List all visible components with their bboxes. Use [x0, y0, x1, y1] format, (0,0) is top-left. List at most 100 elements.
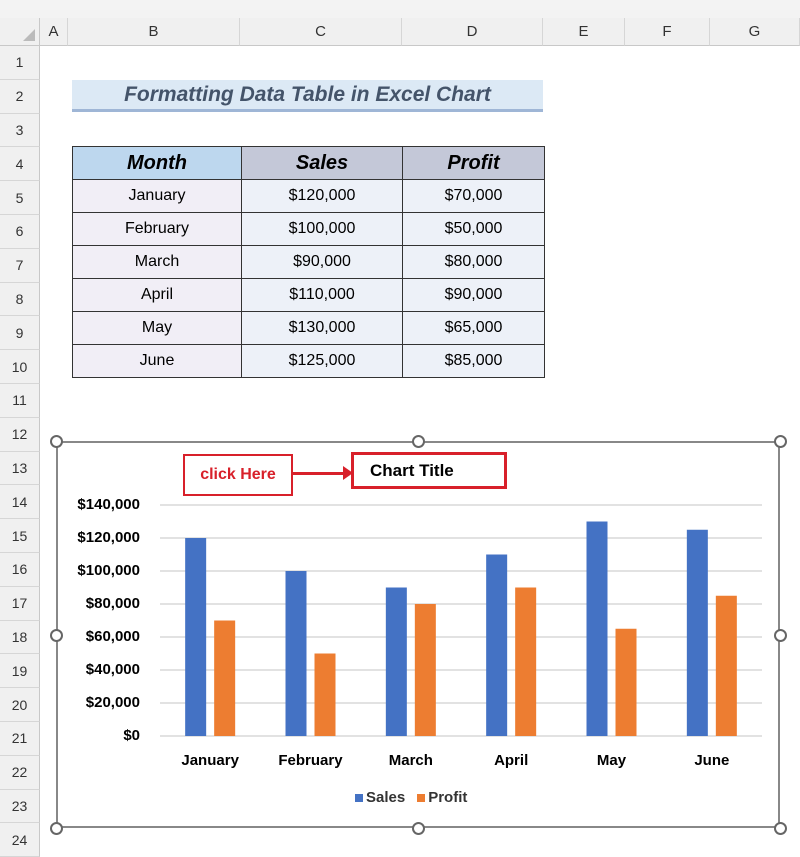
row-header-1[interactable]: 1 — [0, 46, 40, 80]
bar-profit-february[interactable] — [314, 653, 336, 737]
table-row: February $100,000 $50,000 — [72, 212, 545, 246]
click-here-callout: click Here — [183, 454, 293, 496]
x-tick-label: May — [596, 752, 627, 769]
legend-profit: Profit — [417, 789, 467, 806]
profit-cell[interactable]: $90,000 — [402, 278, 545, 312]
select-all-button[interactable] — [0, 18, 40, 46]
resize-handle[interactable] — [412, 435, 425, 448]
row-header-13[interactable]: 13 — [0, 451, 40, 486]
sales-cell[interactable]: $130,000 — [241, 311, 403, 345]
y-tick-label: $60,000 — [85, 628, 140, 645]
bar-sales-april[interactable] — [486, 554, 508, 737]
month-cell[interactable]: March — [72, 245, 242, 279]
column-header-F[interactable]: F — [625, 18, 710, 46]
x-tick-label: April — [494, 752, 529, 769]
bar-profit-june[interactable] — [715, 595, 737, 736]
header-profit[interactable]: Profit — [402, 146, 545, 180]
header-month[interactable]: Month — [72, 146, 242, 180]
bar-profit-may[interactable] — [615, 628, 637, 736]
resize-handle[interactable] — [412, 822, 425, 835]
row-header-23[interactable]: 23 — [0, 789, 40, 824]
bar-sales-february[interactable] — [285, 571, 307, 736]
row-header-22[interactable]: 22 — [0, 755, 40, 790]
resize-handle[interactable] — [50, 629, 63, 642]
y-tick-label: $80,000 — [85, 595, 140, 612]
sales-cell[interactable]: $120,000 — [241, 179, 403, 213]
y-tick-label: $100,000 — [77, 562, 140, 579]
bar-profit-april[interactable] — [515, 587, 537, 737]
table-row: April $110,000 $90,000 — [72, 278, 545, 312]
row-header-6[interactable]: 6 — [0, 215, 40, 249]
row-header-21[interactable]: 21 — [0, 722, 40, 756]
table-row: June $125,000 $85,000 — [72, 344, 545, 378]
x-tick-label: February — [278, 752, 343, 769]
resize-handle[interactable] — [774, 435, 787, 448]
sales-cell[interactable]: $110,000 — [241, 278, 403, 312]
arrow-line — [293, 472, 345, 475]
column-header-A[interactable]: A — [40, 18, 68, 46]
sales-cell[interactable]: $125,000 — [241, 344, 403, 378]
row-header-4[interactable]: 4 — [0, 147, 40, 182]
x-tick-label: March — [388, 752, 433, 769]
resize-handle[interactable] — [774, 629, 787, 642]
month-cell[interactable]: April — [72, 278, 242, 312]
sheet-title: Formatting Data Table in Excel Chart — [72, 80, 543, 112]
column-header-C[interactable]: C — [240, 18, 402, 46]
row-header-3[interactable]: 3 — [0, 113, 40, 148]
row-header-16[interactable]: 16 — [0, 553, 40, 587]
resize-handle[interactable] — [50, 822, 63, 835]
month-cell[interactable]: May — [72, 311, 242, 345]
bar-profit-march[interactable] — [414, 604, 436, 736]
resize-handle[interactable] — [774, 822, 787, 835]
sales-cell[interactable]: $100,000 — [241, 212, 403, 246]
row-header-8[interactable]: 8 — [0, 282, 40, 317]
resize-handle[interactable] — [50, 435, 63, 448]
legend-label-profit: Profit — [428, 789, 468, 806]
sales-cell[interactable]: $90,000 — [241, 245, 403, 279]
row-header-7[interactable]: 7 — [0, 248, 40, 283]
arrow-right-icon — [343, 466, 353, 480]
row-header-9[interactable]: 9 — [0, 316, 40, 351]
y-tick-label: $140,000 — [77, 496, 140, 513]
x-tick-label: January — [181, 752, 239, 769]
row-header-15[interactable]: 15 — [0, 519, 40, 553]
legend-swatch-sales — [355, 794, 363, 802]
y-tick-label: $40,000 — [85, 661, 140, 678]
profit-cell[interactable]: $50,000 — [402, 212, 545, 246]
row-header-18[interactable]: 18 — [0, 620, 40, 655]
month-cell[interactable]: February — [72, 212, 242, 246]
row-header-12[interactable]: 12 — [0, 417, 40, 452]
column-header-D[interactable]: D — [402, 18, 543, 46]
table-row: January $120,000 $70,000 — [72, 179, 545, 213]
column-header-G[interactable]: G — [710, 18, 800, 46]
row-header-11[interactable]: 11 — [0, 384, 40, 418]
month-cell[interactable]: June — [72, 344, 242, 378]
bar-profit-january[interactable] — [214, 620, 236, 737]
row-header-5[interactable]: 5 — [0, 181, 40, 215]
column-header-E[interactable]: E — [543, 18, 625, 46]
profit-cell[interactable]: $85,000 — [402, 344, 545, 378]
row-header-10[interactable]: 10 — [0, 350, 40, 384]
profit-cell[interactable]: $80,000 — [402, 245, 545, 279]
bar-sales-may[interactable] — [586, 521, 608, 737]
bar-sales-march[interactable] — [385, 587, 407, 737]
table-row: May $130,000 $65,000 — [72, 311, 545, 345]
column-header-B[interactable]: B — [68, 18, 240, 46]
bar-sales-january[interactable] — [185, 538, 207, 736]
y-tick-label: $0 — [123, 727, 140, 744]
chart-title[interactable]: Chart Title — [351, 452, 507, 489]
y-tick-label: $120,000 — [77, 529, 140, 546]
table-row: March $90,000 $80,000 — [72, 245, 545, 279]
bar-sales-june[interactable] — [686, 529, 708, 736]
chart-legend[interactable]: Sales Profit — [355, 789, 467, 806]
month-cell[interactable]: January — [72, 179, 242, 213]
row-header-17[interactable]: 17 — [0, 586, 40, 621]
legend-sales: Sales — [355, 789, 405, 806]
legend-swatch-profit — [417, 794, 426, 802]
x-tick-label: June — [694, 752, 730, 769]
row-header-20[interactable]: 20 — [0, 688, 40, 722]
row-header-14[interactable]: 14 — [0, 485, 40, 520]
row-header-2[interactable]: 2 — [0, 79, 40, 114]
row-header-19[interactable]: 19 — [0, 654, 40, 689]
